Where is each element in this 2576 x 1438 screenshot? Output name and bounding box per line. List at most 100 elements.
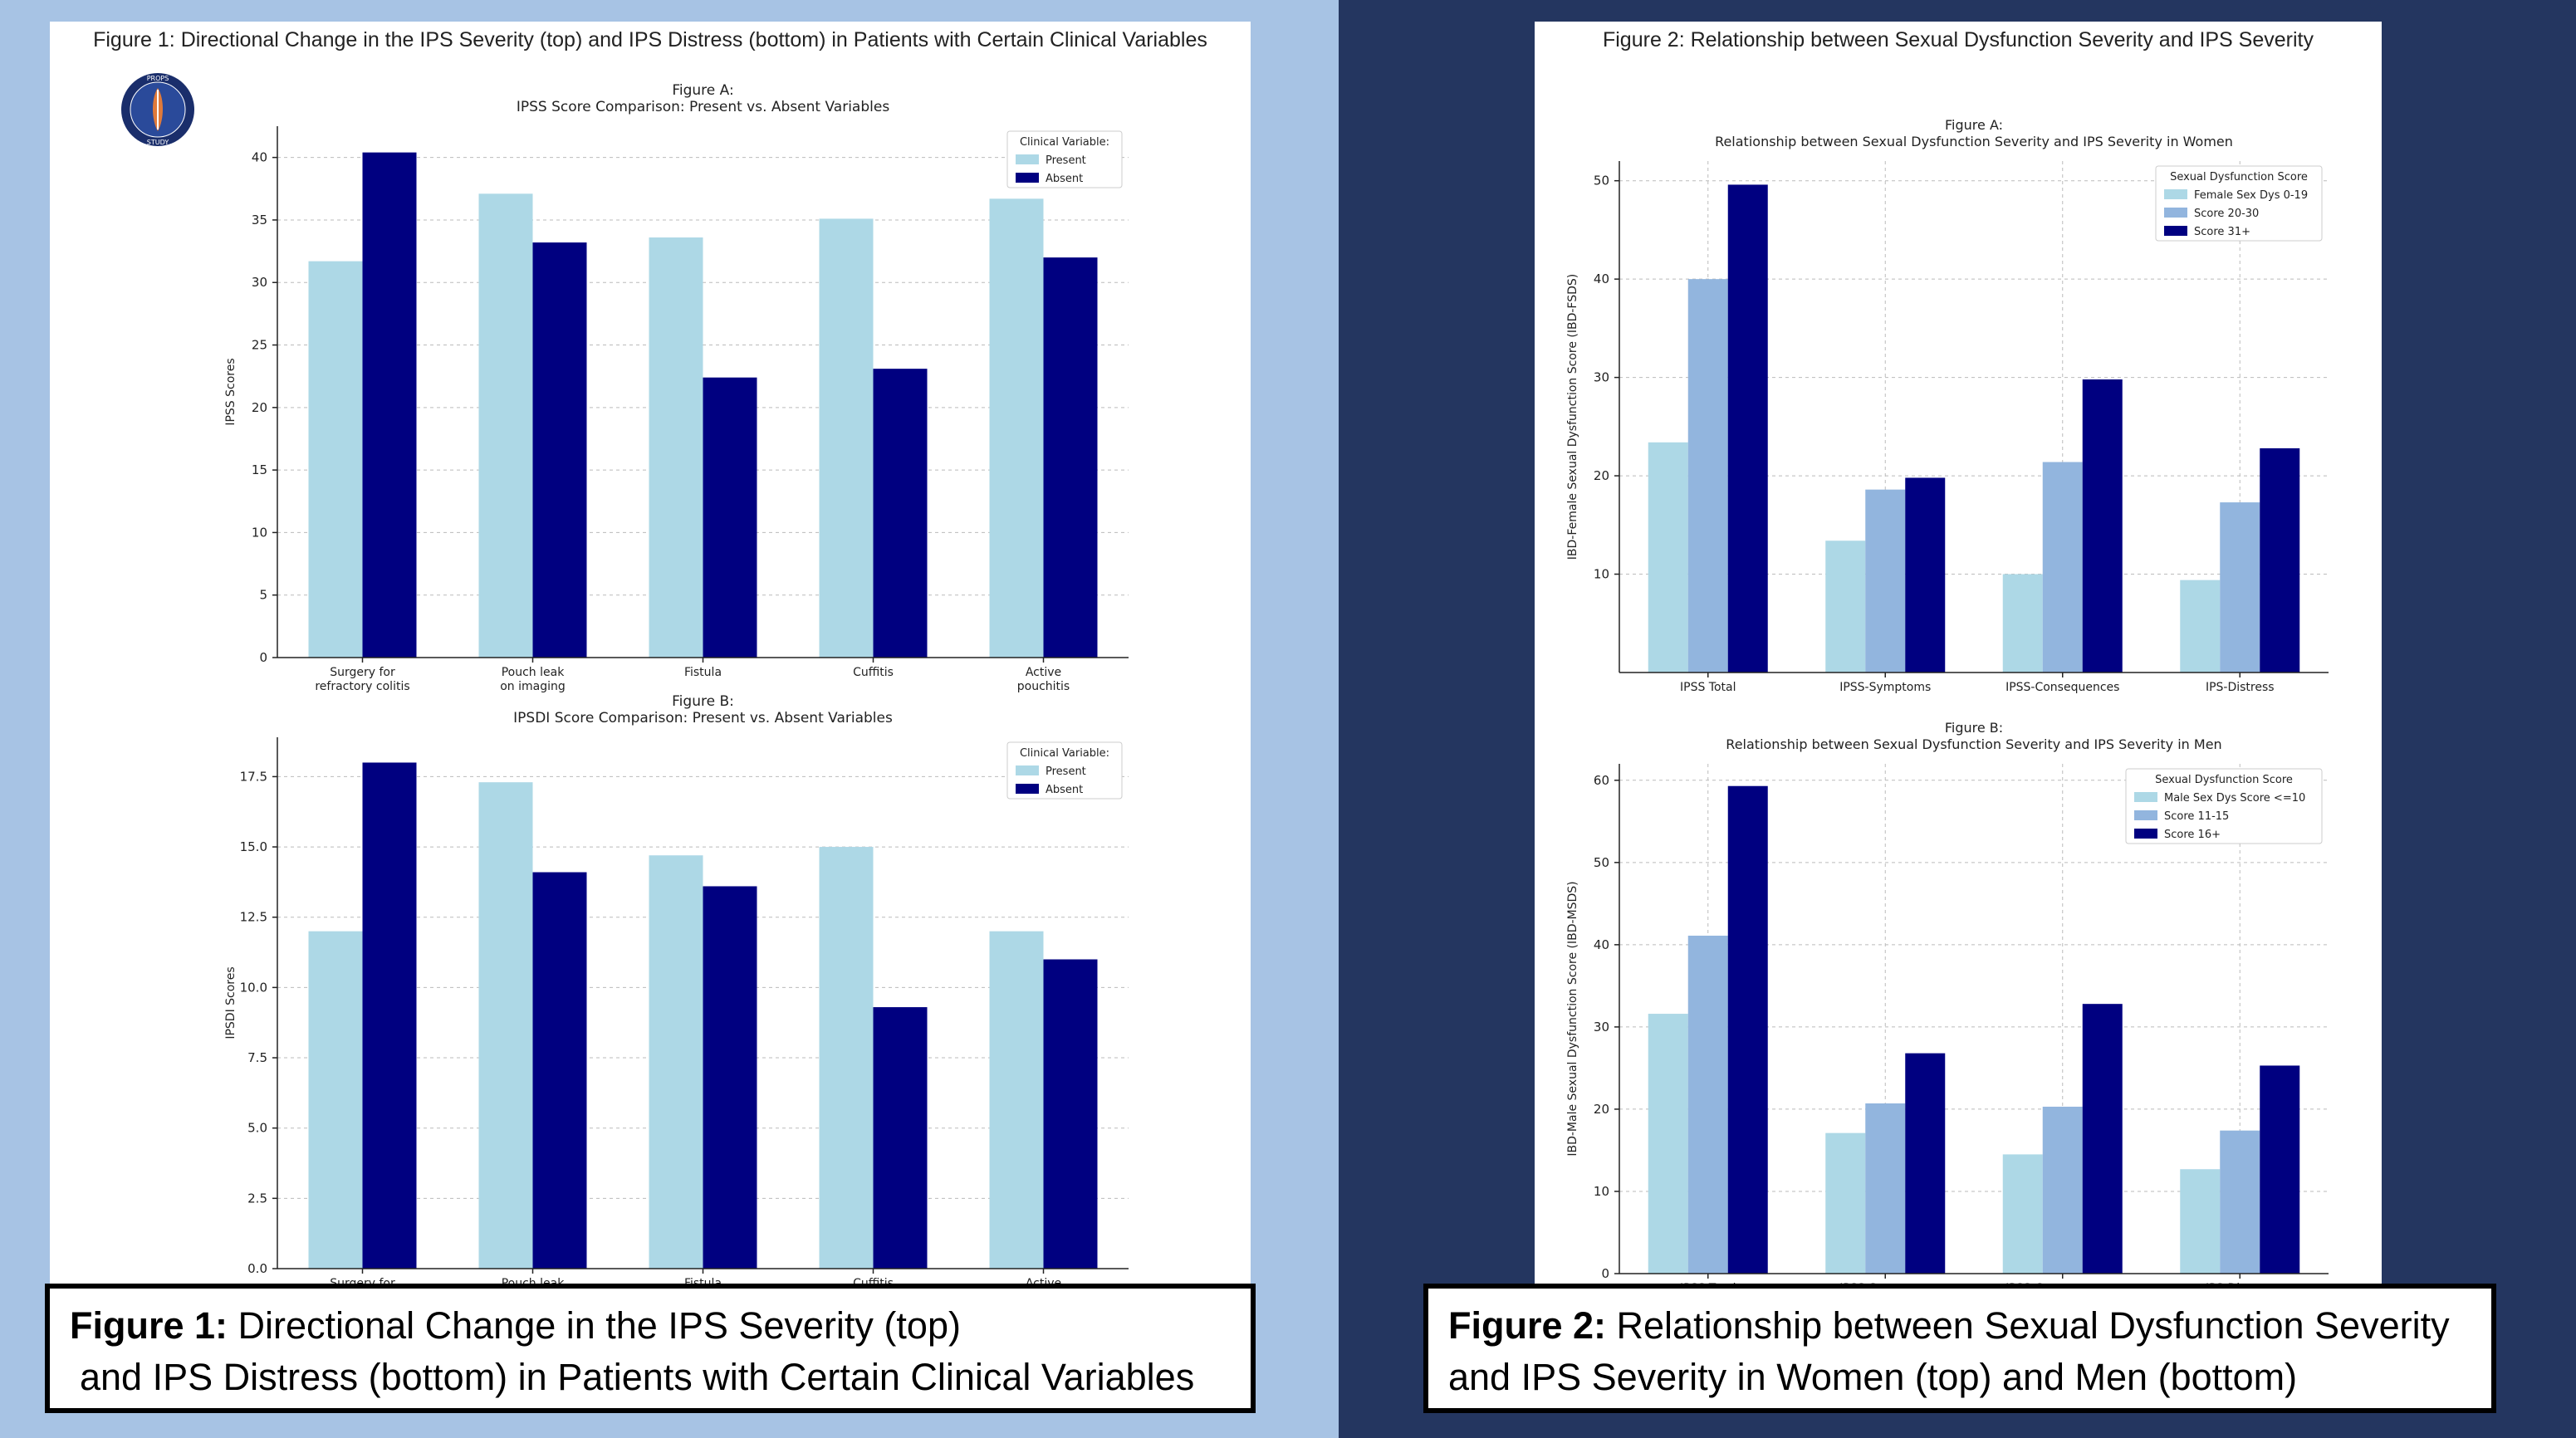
y-tick-label: 10: [1594, 1184, 1609, 1199]
x-category-label: pouchitis: [1017, 680, 1070, 693]
legend-title: Sexual Dysfunction Score: [2170, 171, 2308, 183]
legend-label: Present: [1046, 765, 1086, 778]
bar-male-sex-dys-score-10: [1825, 1132, 1866, 1274]
legend-label: Absent: [1046, 173, 1083, 185]
bar-score-11-15: [1865, 1103, 1906, 1274]
y-tick-label: 50: [1594, 855, 1609, 870]
figure2-caption: Figure 2: Relationship between Sexual Dy…: [1423, 1284, 2496, 1413]
bar-score-20-30: [1865, 489, 1906, 673]
legend-label: Score 11-15: [2164, 810, 2229, 823]
y-axis-label: IBD-Male Sexual Dysfunction Score (IBD-M…: [1566, 881, 1579, 1156]
bar-absent: [532, 242, 587, 658]
y-tick-label: 0.0: [247, 1261, 267, 1276]
bar-male-sex-dys-score-10: [2180, 1169, 2221, 1274]
bar-score-31-: [2082, 379, 2123, 673]
figure1-panel: Figure 1: Directional Change in the IPS …: [50, 22, 1251, 1292]
bar-score-31-: [1727, 184, 1768, 673]
bar-male-sex-dys-score-10: [2002, 1154, 2043, 1274]
legend-swatch: [1016, 765, 1039, 775]
legend-swatch: [2164, 208, 2187, 218]
y-tick-label: 0: [1601, 1266, 1609, 1281]
x-category-label: IPSS-Consequences: [2005, 681, 2119, 694]
y-tick-label: 12.5: [240, 910, 267, 925]
bar-score-31-: [2260, 448, 2300, 673]
bar-score-16-: [1727, 785, 1768, 1274]
logo-text-top: PROPS: [147, 75, 169, 82]
y-tick-label: 10: [1594, 567, 1609, 582]
y-tick-label: 25: [252, 338, 267, 353]
x-category-label: Active: [1026, 666, 1061, 679]
figure1-caption-line2: and IPS Distress (bottom) in Patients wi…: [80, 1356, 1195, 1398]
y-tick-label: 20: [1594, 468, 1609, 483]
props-study-logo-icon: PROPS STUDY: [121, 73, 194, 146]
bar-absent: [532, 872, 587, 1269]
legend-swatch: [2164, 189, 2187, 199]
bar-score-11-15: [1687, 935, 1728, 1274]
chart-title-line2: Relationship between Sexual Dysfunction …: [1726, 736, 2221, 752]
figure1-title: Figure 1: Directional Change in the IPS …: [93, 28, 1207, 51]
legend-label: Score 20-30: [2194, 208, 2259, 220]
bar-present: [989, 198, 1044, 658]
legend-label: Male Sex Dys Score <=10: [2164, 792, 2305, 805]
bar-score-20-30: [2042, 462, 2083, 673]
legend-swatch: [2134, 810, 2157, 820]
y-tick-label: 20: [252, 400, 267, 415]
figure2-caption-line2: and IPS Severity in Women (top) and Men …: [1448, 1356, 2298, 1398]
bar-score-11-15: [2220, 1130, 2260, 1274]
chart-ipsdi-comparison: Figure B:IPSDI Score Comparison: Present…: [224, 693, 1129, 1292]
bar-present: [649, 855, 703, 1269]
bar-absent: [873, 1007, 928, 1269]
y-tick-label: 30: [252, 275, 267, 290]
chart-title-line2: Relationship between Sexual Dysfunction …: [1715, 134, 2233, 149]
x-category-label: Pouch leak: [502, 666, 565, 679]
bar-present: [308, 261, 363, 658]
y-tick-label: 15.0: [240, 839, 267, 854]
y-tick-label: 20: [1594, 1102, 1609, 1117]
chart-men-sexual-dysfunction: Figure B:Relationship between Sexual Dys…: [1566, 720, 2329, 1292]
bar-score-20-30: [2220, 502, 2260, 673]
bar-absent: [873, 369, 928, 658]
y-axis-label: IBD-Female Sexual Dysfunction Score (IBD…: [1566, 274, 1579, 560]
bar-present: [819, 847, 874, 1269]
y-tick-label: 35: [252, 213, 267, 227]
legend-title: Sexual Dysfunction Score: [2155, 774, 2293, 786]
chart-title-line1: Figure A:: [1945, 117, 2003, 133]
y-tick-label: 60: [1594, 773, 1609, 788]
legend-box: [2125, 768, 2323, 844]
legend-swatch: [2164, 226, 2187, 236]
bar-score-20-30: [1687, 279, 1728, 673]
y-tick-label: 7.5: [247, 1050, 267, 1065]
figure1-caption: Figure 1: Directional Change in the IPS …: [45, 1284, 1256, 1413]
bar-score-16-: [2082, 1004, 2123, 1274]
y-tick-label: 10.0: [240, 980, 267, 995]
x-category-label: Surgery for: [330, 666, 395, 679]
legend-label: Score 31+: [2194, 226, 2250, 238]
x-category-label: Cuffitis: [853, 666, 894, 679]
y-tick-label: 17.5: [240, 769, 267, 784]
y-tick-label: 30: [1594, 1020, 1609, 1034]
y-tick-label: 40: [1594, 937, 1609, 952]
figure1-caption-bold: Figure 1:: [70, 1304, 228, 1347]
legend-swatch: [1016, 784, 1039, 794]
legend-label: Absent: [1046, 784, 1083, 796]
bar-female-sex-dys-0-19: [2180, 580, 2221, 673]
x-category-label: IPSS Total: [1680, 681, 1736, 694]
legend-title: Clinical Variable:: [1020, 136, 1109, 149]
bar-present: [819, 218, 874, 658]
legend-label: Female Sex Dys 0-19: [2194, 189, 2308, 202]
figure2-caption-bold: Figure 2:: [1448, 1304, 1607, 1347]
bar-absent: [703, 886, 757, 1269]
bar-score-16-: [2260, 1065, 2300, 1274]
y-tick-label: 5: [259, 588, 267, 603]
chart-title-line2: IPSS Score Comparison: Present vs. Absen…: [517, 99, 890, 115]
chart-title-line2: IPSDI Score Comparison: Present vs. Abse…: [513, 710, 893, 726]
y-tick-label: 30: [1594, 370, 1609, 385]
bar-female-sex-dys-0-19: [1648, 442, 1688, 673]
legend-label: Present: [1046, 154, 1086, 167]
y-tick-label: 40: [1594, 271, 1609, 286]
chart-title-line1: Figure B:: [1945, 720, 2003, 736]
bar-absent: [362, 762, 417, 1269]
y-tick-label: 40: [252, 150, 267, 165]
bar-score-11-15: [2042, 1106, 2083, 1274]
x-category-label: refractory colitis: [315, 680, 409, 693]
